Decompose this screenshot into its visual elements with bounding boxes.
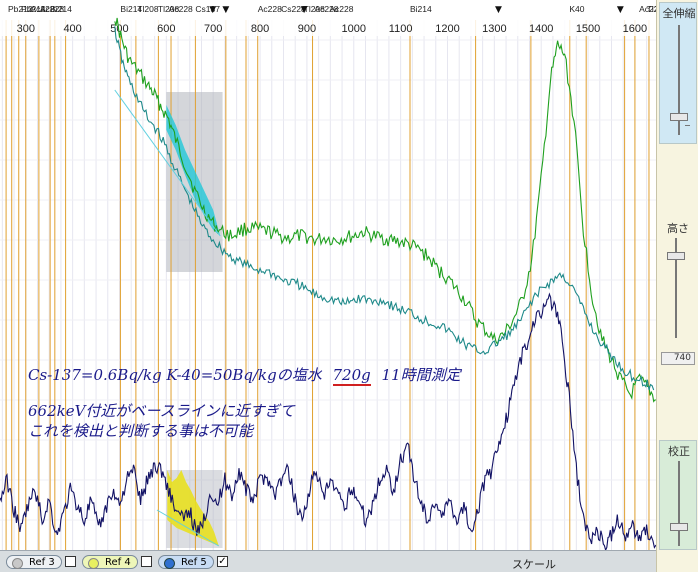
height-label: 高さ <box>667 222 689 235</box>
nuclide-label: Ac228 <box>169 4 193 14</box>
stretch-slider-thumb[interactable] <box>670 113 688 121</box>
x-tick-label: 600 <box>157 23 175 35</box>
nuclide-label: Pb214 <box>21 4 46 14</box>
height-slider-track[interactable] <box>675 238 677 338</box>
spectrum-series-2 <box>114 26 655 391</box>
nuclide-label: Ac228 <box>329 4 353 14</box>
x-tick-label: 1000 <box>342 23 366 35</box>
nuclide-label: Bi214 <box>410 4 432 14</box>
annotation-weight: 720g <box>332 366 371 386</box>
height-value: 740 <box>661 352 695 365</box>
ref-5-color-icon <box>164 558 175 569</box>
peak-fill-lower <box>167 470 219 546</box>
nuclide-label: Ac228 <box>639 4 656 14</box>
peak-fill-upper <box>166 105 221 236</box>
control-sidebar: 全伸縮 高さ 740 校正 <box>656 0 698 572</box>
annotation-line-1: Cs-137=0.6Bq/kg K-40=50Bq/kgの塩水 720g 11時… <box>28 364 461 386</box>
stretch-slider-tick <box>685 125 690 126</box>
baseline-upper <box>114 89 221 237</box>
nuclide-label: Ac228 <box>314 4 338 14</box>
peak-marker-icon: ▼ <box>301 5 308 15</box>
stretch-label: 全伸縮 <box>662 7 696 20</box>
annotation-line-1-part-2: 11時間測定 <box>381 366 461 384</box>
ref-4-button[interactable]: Ref 4 <box>82 555 138 569</box>
ref-3-color-icon <box>12 558 23 569</box>
annotation-line-3: これを検出と判断する事は不可能 <box>28 422 254 440</box>
x-tick-label: 1200 <box>435 23 459 35</box>
x-tick-label: 1400 <box>529 23 553 35</box>
annotation-line-2: 662keV付近がベースラインに近すぎて <box>28 402 295 420</box>
nuclide-label: Ac228 <box>30 4 54 14</box>
baseline-lower <box>156 509 220 547</box>
x-tick-label: 1300 <box>482 23 506 35</box>
nuclide-label: Bi214 <box>50 4 72 14</box>
x-tick-label: 400 <box>63 23 81 35</box>
calibrate-slider-thumb[interactable] <box>670 523 688 531</box>
nuclide-label: Cs137 <box>195 4 220 14</box>
height-slider-thumb[interactable] <box>667 252 685 260</box>
annotation-line-1-part-1: Cs-137=0.6Bq/kg K-40=50Bq/kgの塩水 <box>28 366 322 384</box>
ref-5-button[interactable]: Ref 5 <box>158 555 214 569</box>
stretch-slider-track[interactable] <box>678 25 680 135</box>
nuclide-label: Bi214 <box>120 4 142 14</box>
peak-marker-icon: ▼ <box>222 5 229 15</box>
ref-4-color-icon <box>88 558 99 569</box>
ref-3-label: Ref 3 <box>29 557 55 568</box>
x-tick-label: 1500 <box>576 23 600 35</box>
nuclide-label: K40 <box>569 4 584 14</box>
x-tick-label: 800 <box>251 23 269 35</box>
axis-header <box>0 0 656 36</box>
x-tick-label: 700 <box>204 23 222 35</box>
x-tick-label: 300 <box>17 23 35 35</box>
scale-label: スケール <box>512 558 556 571</box>
stretch-slider-panel: 全伸縮 <box>659 2 697 144</box>
ref-3-checkbox[interactable] <box>65 556 76 567</box>
calibrate-slider-track[interactable] <box>678 461 680 546</box>
bottom-toolbar: Ref 3 Ref 4 Ref 5 ✓ スケール <box>0 550 656 572</box>
spectrum-plot[interactable]: Pb212 Pb214 Ac228 Ac228 Bi214 Bi214 Tl208 Tl208… <box>0 0 656 550</box>
peak-marker-icon: ▼ <box>495 5 502 15</box>
x-tick-label: 1600 <box>623 23 647 35</box>
nuclide-label: Tl208 <box>304 4 326 14</box>
x-tick-label: 900 <box>298 23 316 35</box>
ref-4-label: Ref 4 <box>105 557 131 568</box>
ref-5-label: Ref 5 <box>181 557 207 568</box>
nuclide-label: Ac228 <box>40 4 64 14</box>
nuclide-label: Tl208 <box>647 4 656 14</box>
calibrate-label: 校正 <box>668 445 690 458</box>
peak-marker-icon: ▼ <box>209 5 216 15</box>
x-tick-label: 1100 <box>389 23 413 35</box>
spectrum-series-3 <box>0 292 656 550</box>
spectrum-series-1 <box>114 17 656 403</box>
peak-marker-icon: ▼ <box>617 5 624 15</box>
nuclide-label: Pb212 <box>8 4 33 14</box>
calibrate-panel: 校正 <box>659 440 697 550</box>
ref-3-button[interactable]: Ref 3 <box>6 555 62 569</box>
ref-4-checkbox[interactable] <box>141 556 152 567</box>
nuclide-label: Tl208 <box>158 4 180 14</box>
ref-5-checkbox[interactable]: ✓ <box>217 556 228 567</box>
nuclide-label: Ac228 <box>258 4 282 14</box>
nuclide-label: Tl208 <box>137 4 159 14</box>
nuclide-label: Cs228 <box>281 4 306 14</box>
